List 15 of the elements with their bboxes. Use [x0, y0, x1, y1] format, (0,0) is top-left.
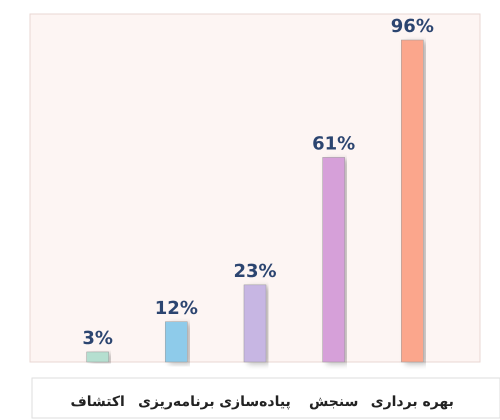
data-label: 12% [154, 298, 198, 319]
x-tick-label: پیاده‌سازی [219, 394, 291, 410]
bar [401, 40, 424, 362]
data-label: 23% [233, 260, 277, 282]
bar [165, 322, 188, 362]
bar [86, 352, 109, 362]
data-label: 3% [82, 328, 113, 349]
data-label: 96% [390, 16, 434, 37]
bar [322, 157, 345, 362]
x-tick-label: برنامه‌ریزی [138, 394, 215, 410]
bar [244, 284, 266, 362]
x-tick-label: سنجش [308, 394, 358, 410]
data-label: 61% [312, 133, 356, 154]
x-tick-label: اکتشاف [70, 394, 125, 410]
x-tick-label: بهره برداری [370, 394, 454, 410]
